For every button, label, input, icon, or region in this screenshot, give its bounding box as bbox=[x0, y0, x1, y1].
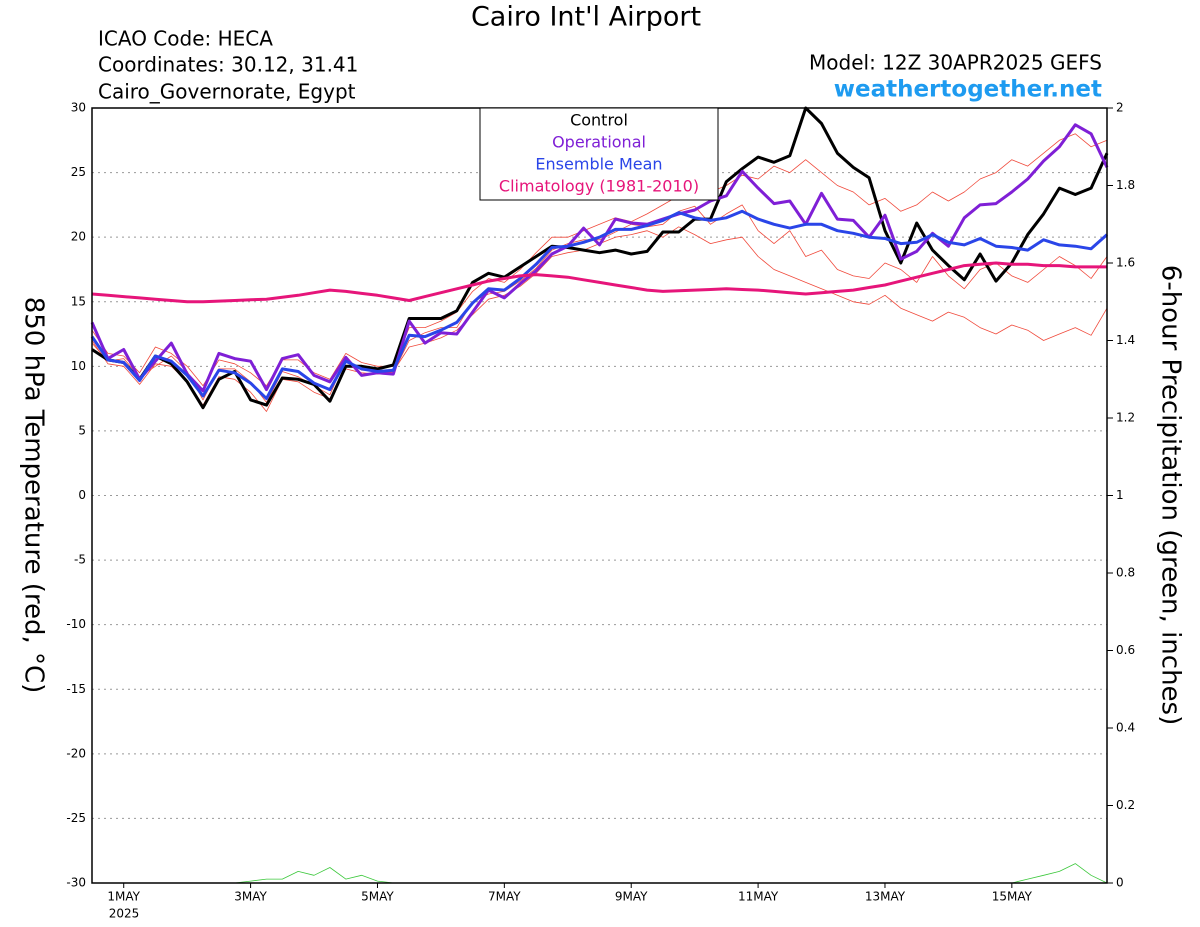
y2-tick-label: 0.4 bbox=[1116, 721, 1135, 735]
y2-axis-label: 6-hour Precipitation (green, inches) bbox=[1156, 265, 1186, 725]
series-line bbox=[90, 209, 1108, 401]
x-year-label: 2025 bbox=[109, 907, 140, 921]
series-line bbox=[91, 261, 1107, 304]
series-line bbox=[91, 106, 1109, 410]
member-line bbox=[91, 226, 1108, 412]
y2-tick-label: 0.6 bbox=[1116, 643, 1135, 657]
legend-entry: Ensemble Mean bbox=[535, 155, 662, 174]
x-tick-label: 1MAY bbox=[107, 890, 140, 904]
y2-tick-label: 0.2 bbox=[1116, 798, 1135, 812]
x-tick-label: 7MAY bbox=[488, 890, 521, 904]
info-line: Cairo_Governorate, Egypt bbox=[98, 80, 356, 104]
legend: Control Operational Ensemble Mean Climatolo… bbox=[479, 107, 719, 201]
x-tick-label: 11MAY bbox=[738, 890, 779, 904]
y2-tick-label: 0 bbox=[1116, 876, 1124, 890]
legend-entry: Climatology (1981-2010) bbox=[499, 177, 699, 196]
y2-tick-label: 1.2 bbox=[1116, 411, 1135, 425]
y2-tick-label: 0.8 bbox=[1116, 566, 1135, 580]
x-tick-label: 13MAY bbox=[865, 890, 906, 904]
info-line: Coordinates: 30.12, 31.41 bbox=[98, 53, 358, 77]
y-tick-label: -20 bbox=[66, 746, 86, 760]
legend-entry: Operational bbox=[552, 133, 646, 152]
site-name: weathertogether.net bbox=[834, 77, 1102, 103]
y-tick-label: -30 bbox=[66, 876, 86, 890]
x-tick-label: 5MAY bbox=[361, 890, 394, 904]
y-tick-label: -10 bbox=[66, 617, 86, 631]
y-axis-label: 850 hPa Temperature (red, °C) bbox=[19, 297, 49, 694]
y-tick-label: 30 bbox=[71, 101, 86, 115]
y-tick-label: 20 bbox=[71, 230, 86, 244]
y2-tick-label: 1.4 bbox=[1116, 333, 1135, 347]
y-tick-label: 0 bbox=[78, 488, 86, 502]
legend-box bbox=[479, 107, 719, 201]
y2-tick-label: 1.6 bbox=[1116, 256, 1135, 270]
y-tick-label: -15 bbox=[66, 682, 86, 696]
y2-tick-label: 1 bbox=[1116, 488, 1124, 502]
x-tick-label: 15MAY bbox=[992, 890, 1033, 904]
y-tick-label: -5 bbox=[74, 553, 86, 567]
x-tick-label: 3MAY bbox=[234, 890, 267, 904]
info-line: ICAO Code: HECA bbox=[98, 27, 273, 51]
x-tick-label: 9MAY bbox=[615, 890, 648, 904]
y-tick-label: 10 bbox=[71, 359, 86, 373]
y-tick-label: 25 bbox=[71, 165, 86, 179]
chart-title: Cairo Int'l Airport bbox=[471, 2, 701, 33]
model-info: Model: 12Z 30APR2025 GEFS bbox=[809, 51, 1102, 75]
y-tick-label: 15 bbox=[71, 294, 86, 308]
member-line bbox=[91, 204, 1108, 403]
y2-tick-label: 2 bbox=[1116, 101, 1124, 115]
y2-tick-label: 1.8 bbox=[1116, 178, 1135, 192]
y-tick-label: -25 bbox=[66, 811, 86, 825]
precip-line bbox=[92, 863, 1108, 884]
y-tick-label: 5 bbox=[78, 423, 86, 437]
legend-entry: Control bbox=[570, 111, 628, 130]
